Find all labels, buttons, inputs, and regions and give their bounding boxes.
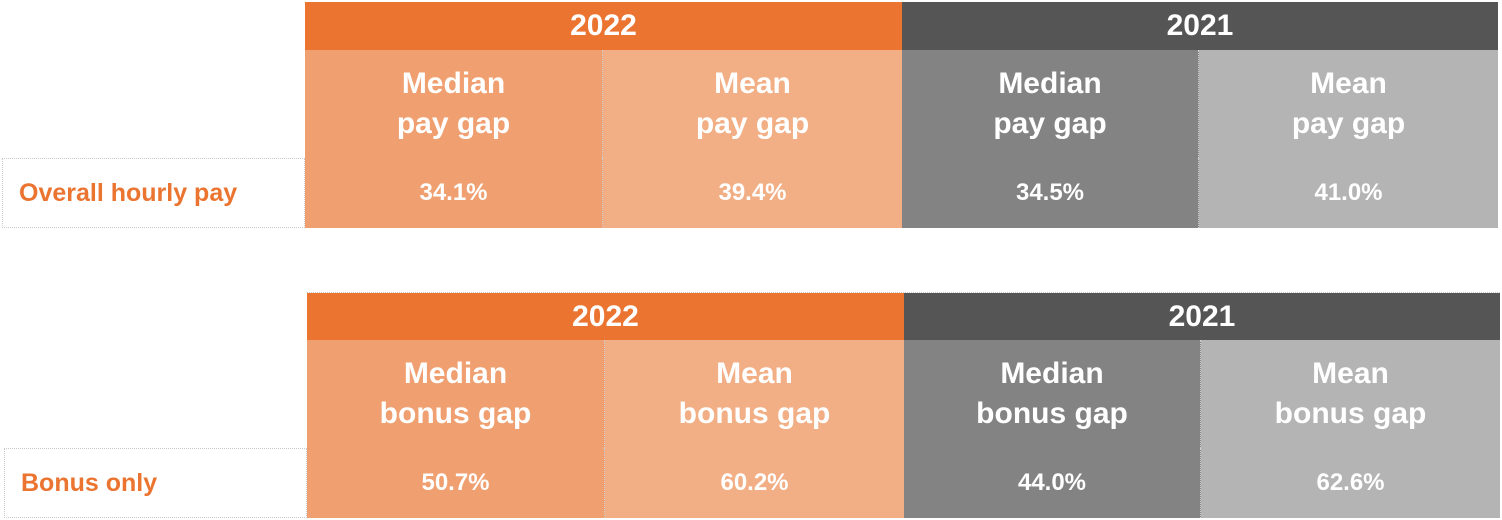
col-header-line1: Mean bbox=[714, 67, 791, 100]
col-header-line2: bonus gap bbox=[379, 397, 532, 430]
col-header-line1: Median bbox=[1000, 357, 1104, 390]
col-header-median-bonus-2022: Median bonus gap bbox=[307, 340, 605, 448]
col-header-line2: pay gap bbox=[1291, 107, 1406, 140]
value-median-pay-2022: 34.1% bbox=[305, 158, 603, 228]
value-mean-pay-2021: 41.0% bbox=[1199, 158, 1498, 228]
value-median-pay-2021: 34.5% bbox=[902, 158, 1199, 228]
value-median-bonus-2022: 50.7% bbox=[307, 448, 605, 518]
col-header-line1: Median bbox=[403, 357, 508, 390]
col-header-line1: Median bbox=[998, 67, 1102, 100]
row-label-bonus-only: Bonus only bbox=[4, 448, 307, 518]
col-header-line2: bonus gap bbox=[1274, 397, 1427, 430]
col-header-line2: pay gap bbox=[695, 107, 810, 140]
value-mean-bonus-2022: 60.2% bbox=[605, 448, 904, 518]
value-mean-pay-2022: 39.4% bbox=[603, 158, 902, 228]
row-label-overall-hourly-pay: Overall hourly pay bbox=[2, 158, 305, 228]
col-header-mean-bonus-2022: Mean bonus gap bbox=[605, 340, 904, 448]
value-mean-bonus-2021: 62.6% bbox=[1201, 448, 1500, 518]
col-header-line1: Mean bbox=[716, 357, 793, 390]
col-header-line2: pay gap bbox=[993, 107, 1107, 140]
col-header-mean-bonus-2021: Mean bonus gap bbox=[1201, 340, 1500, 448]
year-header-2021: 2021 bbox=[904, 293, 1500, 340]
col-header-line1: Mean bbox=[1310, 67, 1387, 100]
col-header-median-pay-2022: Median pay gap bbox=[305, 50, 603, 158]
col-header-median-bonus-2021: Median bonus gap bbox=[904, 340, 1201, 448]
col-header-line1: Mean bbox=[1312, 357, 1389, 390]
year-header-2022: 2022 bbox=[307, 293, 904, 340]
year-header-2022: 2022 bbox=[305, 2, 902, 50]
col-header-line2: pay gap bbox=[396, 107, 511, 140]
col-header-line2: bonus gap bbox=[678, 397, 831, 430]
col-header-median-pay-2021: Median pay gap bbox=[902, 50, 1199, 158]
col-header-line2: bonus gap bbox=[976, 397, 1128, 430]
col-header-line1: Median bbox=[401, 67, 506, 100]
year-header-2021: 2021 bbox=[902, 2, 1498, 50]
value-median-bonus-2021: 44.0% bbox=[904, 448, 1201, 518]
col-header-mean-pay-2021: Mean pay gap bbox=[1199, 50, 1498, 158]
col-header-mean-pay-2022: Mean pay gap bbox=[603, 50, 902, 158]
